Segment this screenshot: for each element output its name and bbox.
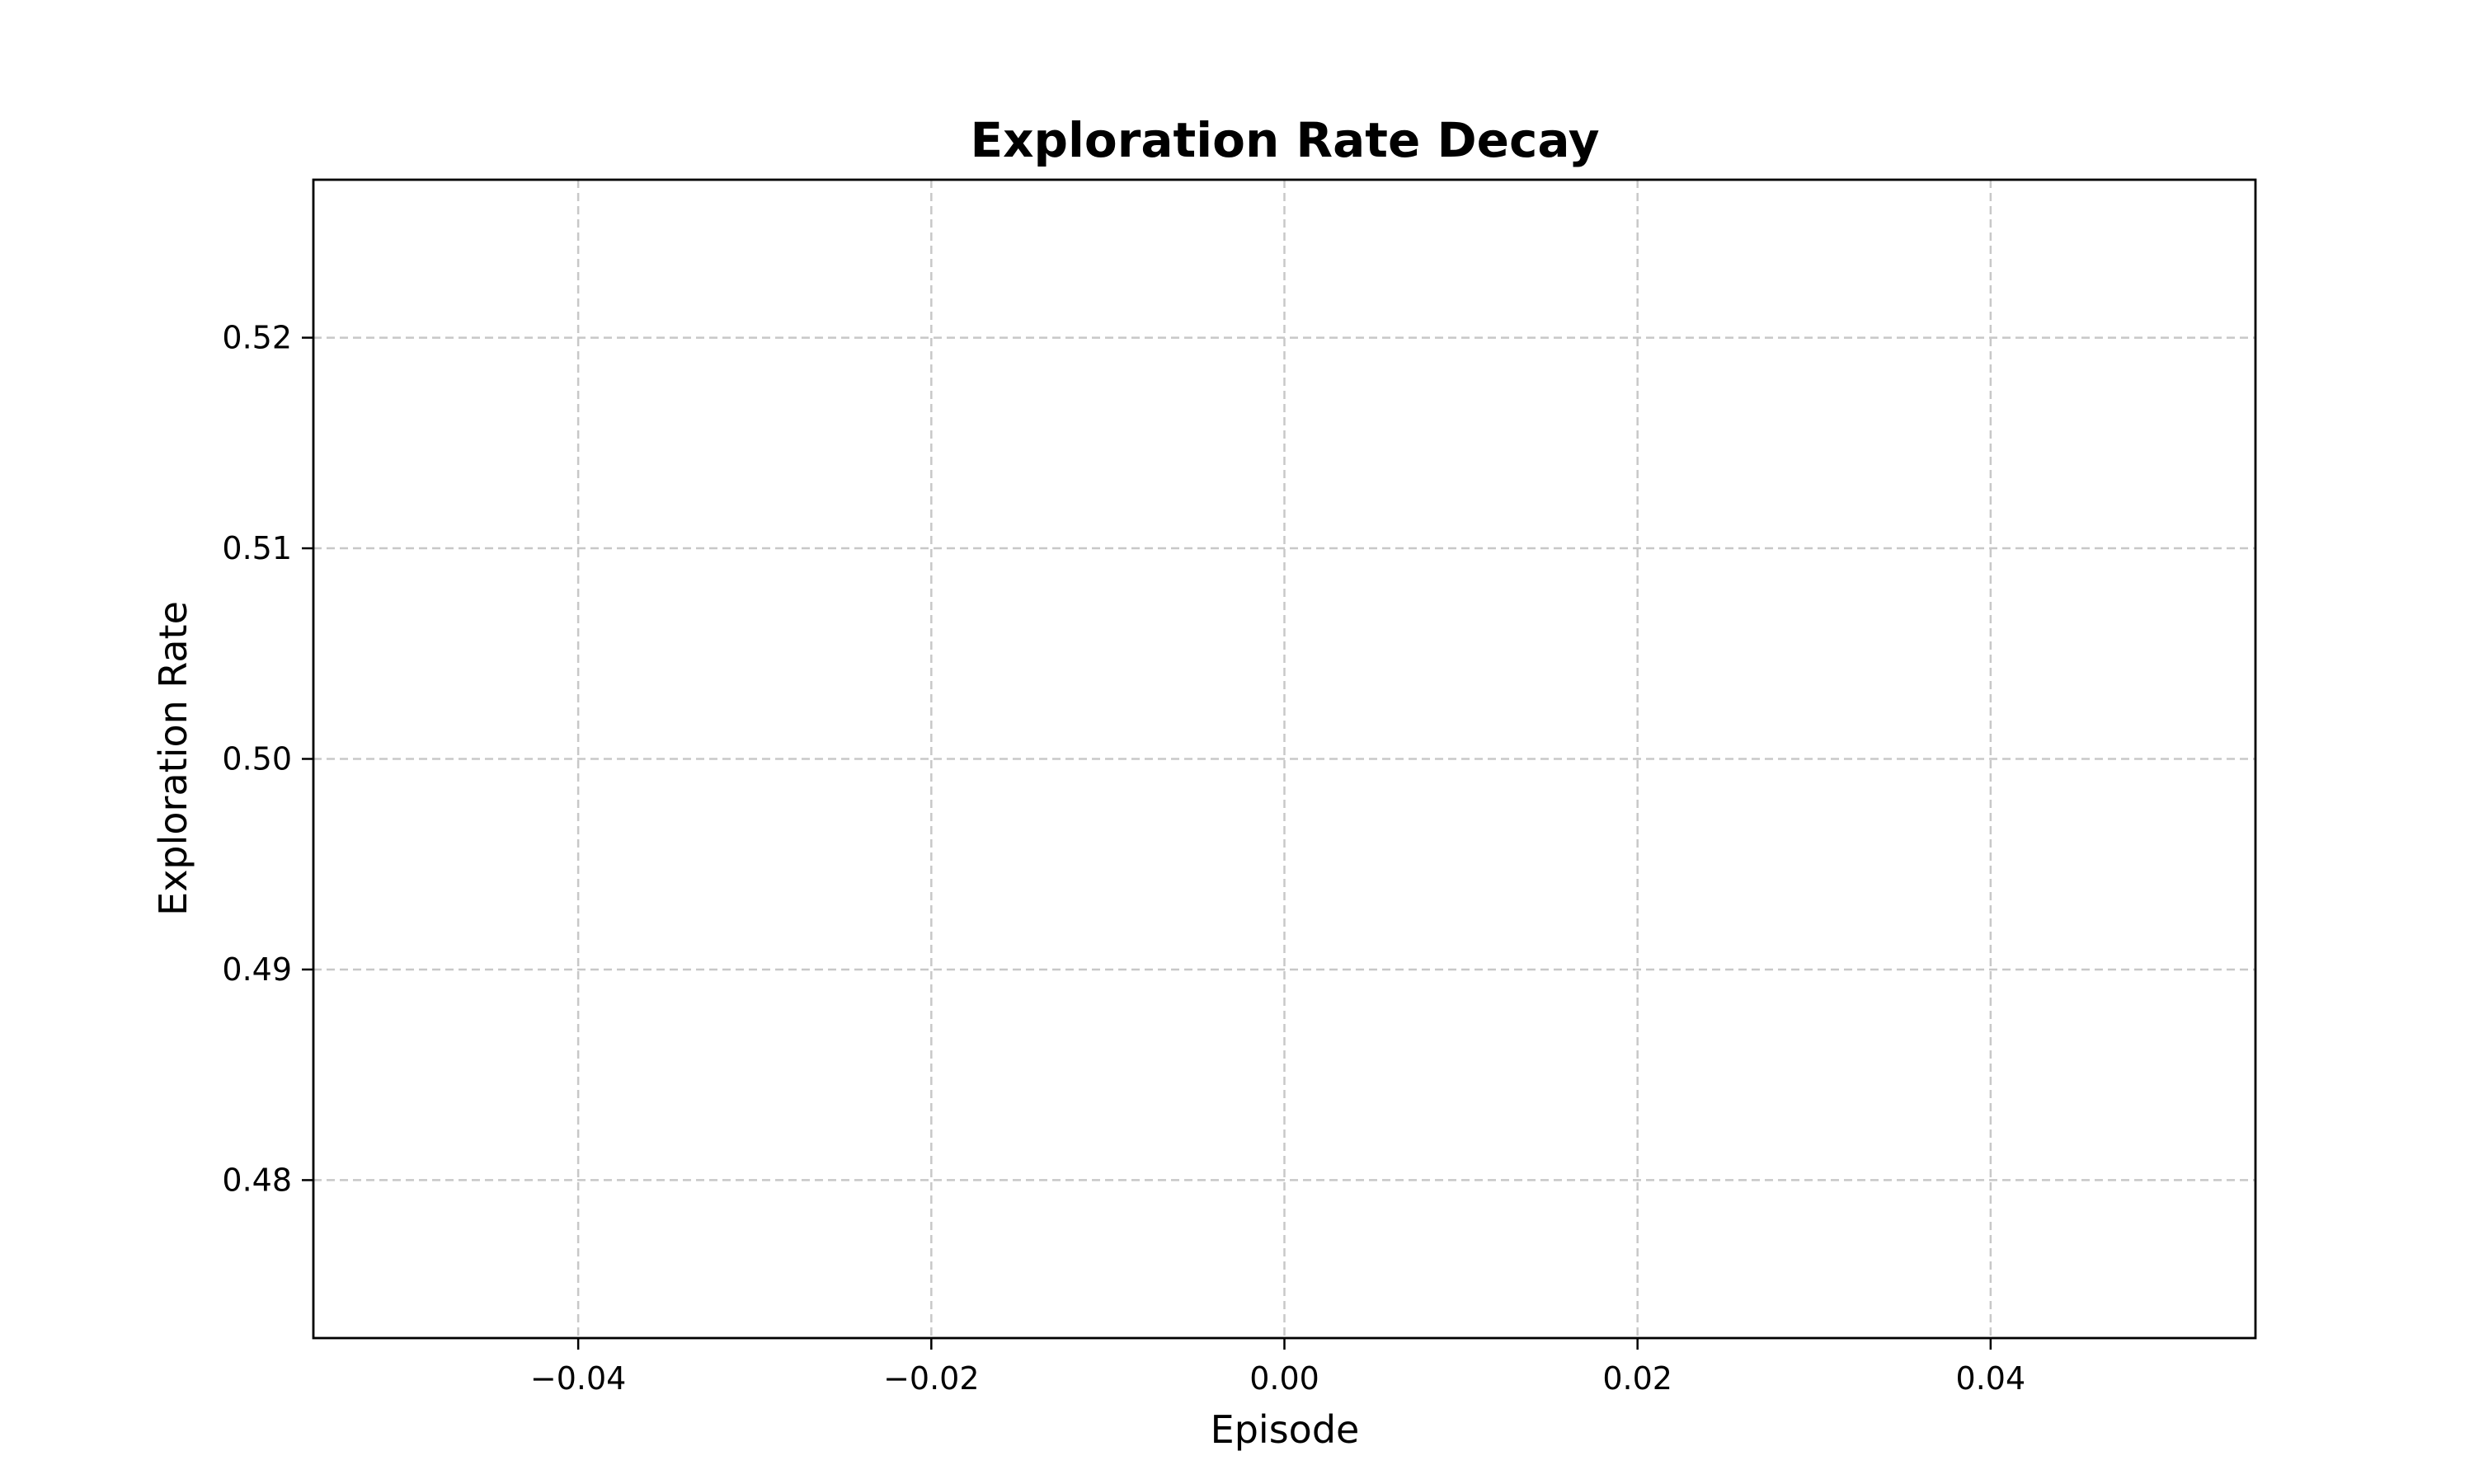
x-tick-label: 0.00 (1249, 1360, 1319, 1397)
grid (313, 180, 2255, 1338)
x-tick-label: −0.02 (883, 1360, 979, 1397)
y-tick-label: 0.52 (222, 320, 292, 356)
y-tick-label: 0.48 (222, 1162, 292, 1198)
x-tick-label: −0.04 (530, 1360, 626, 1397)
plot-frame (312, 178, 2257, 1340)
y-axis-label: Exploration Rate (151, 601, 195, 916)
y-tick-label: 0.51 (222, 530, 292, 566)
y-tick-label: 0.49 (222, 951, 292, 988)
x-tick-label: 0.02 (1602, 1360, 1672, 1397)
ticks: −0.04 −0.02 0.00 0.02 0.04 0.48 0.49 0.50 0.51 0.… (222, 320, 2025, 1397)
x-axis-label: Episode (1211, 1407, 1360, 1452)
chart-title: Exploration Rate Decay (970, 112, 1599, 168)
y-tick-label: 0.50 (222, 741, 292, 777)
x-tick-label: 0.04 (1956, 1360, 2026, 1397)
